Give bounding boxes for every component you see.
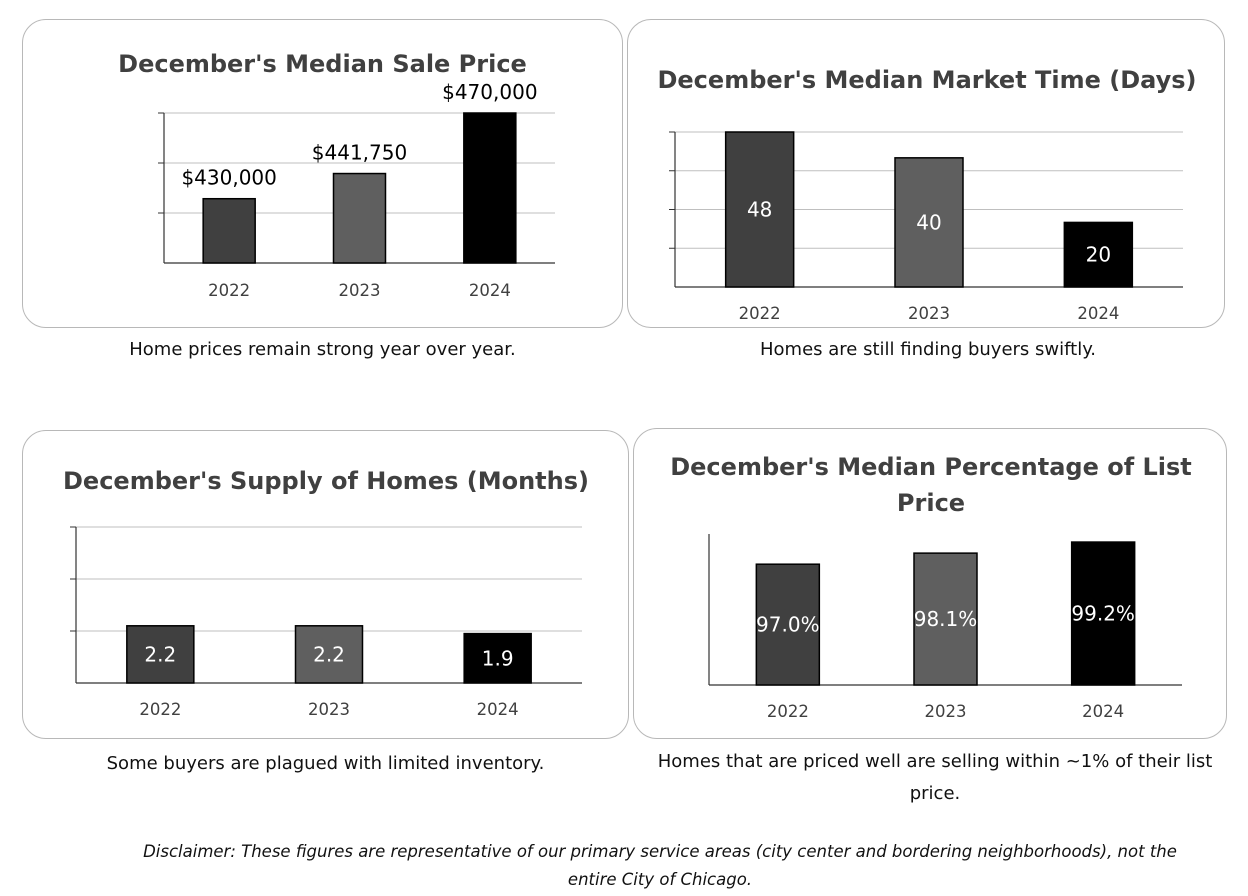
list-price-pct-plot: 97.0% 2022 98.1% 2023 99.2% 2024	[708, 534, 1182, 721]
x-tick-label: 2023	[308, 700, 350, 719]
bar-2022	[724, 131, 795, 288]
data-label: 98.1%	[914, 607, 978, 631]
data-label: $430,000	[181, 166, 276, 190]
data-label: 1.9	[482, 646, 514, 670]
bar-2023	[294, 625, 364, 684]
data-label: $441,750	[312, 141, 407, 165]
bar-2022	[126, 625, 195, 684]
caption-supply: Some buyers are plagued with limited inv…	[106, 753, 545, 774]
caption-sale-price: Home prices remain strong year over year…	[129, 339, 516, 360]
x-tick-label: 2022	[767, 702, 809, 721]
supply-chart-panel: December's Supply of Homes (Months) 2.2 2…	[22, 430, 629, 739]
market-time-plot: 48 2022 40 2023 20 2024	[669, 131, 1183, 323]
x-tick-label: 2022	[208, 281, 250, 300]
bar-2023	[332, 172, 387, 264]
x-tick-label: 2024	[477, 700, 519, 719]
data-label: 2.2	[313, 642, 345, 666]
x-tick-label: 2023	[925, 702, 967, 721]
bar-2024	[463, 112, 517, 264]
sale-price-chart-panel: December's Median Sale Price $430,000 202…	[22, 19, 623, 328]
chart-title: December's Median Percentage of List Pri…	[670, 453, 1192, 517]
chart-title: December's Supply of Homes (Months)	[63, 467, 589, 495]
chart-title: December's Median Market Time (Days)	[657, 66, 1197, 94]
x-tick-label: 2023	[908, 304, 950, 323]
data-label: 40	[916, 210, 941, 234]
data-label: 2.2	[144, 642, 176, 666]
x-tick-label: 2022	[139, 700, 181, 719]
data-label: 99.2%	[1071, 602, 1135, 626]
data-label: 20	[1086, 243, 1111, 267]
supply-plot: 2.2 2022 2.2 2023 1.9 2024	[70, 526, 582, 719]
chart-title: December's Median Sale Price	[118, 50, 527, 78]
data-label: $470,000	[442, 80, 537, 104]
x-tick-label: 2024	[1077, 304, 1119, 323]
list-price-pct-chart-panel: December's Median Percentage of List Pri…	[633, 428, 1227, 739]
bar-2022	[755, 563, 821, 686]
data-label: 97.0%	[756, 613, 820, 637]
x-tick-label: 2023	[339, 281, 381, 300]
bar-2024	[463, 632, 532, 684]
sale-price-plot: $430,000 2022 $441,750 2023 $470,000 2024	[158, 80, 555, 300]
bar-2022	[202, 197, 256, 264]
caption-market-time: Homes are still finding buyers swiftly.	[759, 339, 1097, 360]
bar-2023	[913, 552, 978, 686]
caption-list-price-pct: Homes that are priced well are selling w…	[657, 751, 1213, 804]
bar-2024	[1063, 221, 1134, 288]
x-tick-label: 2024	[469, 281, 511, 300]
market-time-chart-panel: December's Median Market Time (Days) 48 2…	[627, 19, 1225, 328]
bar-2023	[894, 157, 964, 288]
data-label: 48	[747, 198, 772, 222]
x-tick-label: 2024	[1082, 702, 1124, 721]
disclaimer: Disclaimer: These figures are representa…	[143, 842, 1177, 889]
bar-2024	[1070, 541, 1136, 686]
x-tick-label: 2022	[739, 304, 781, 323]
